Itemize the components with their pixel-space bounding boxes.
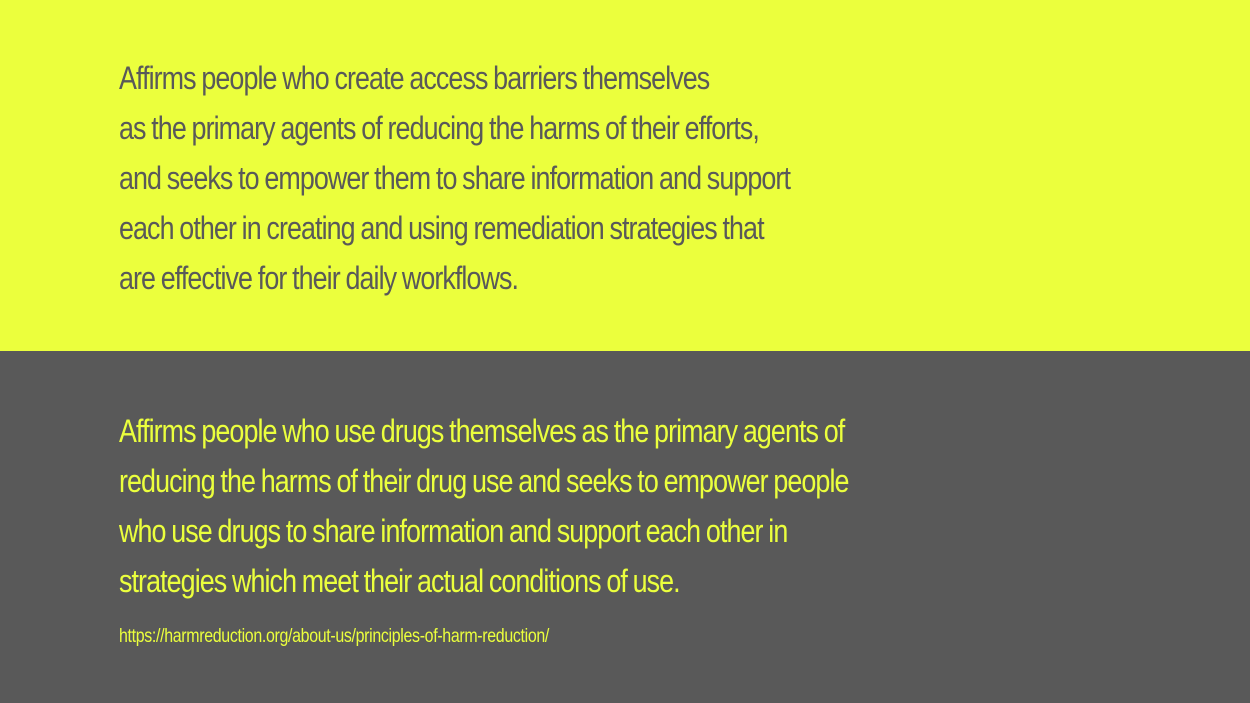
accessibility-quote-line: and seeks to empower them to share infor… [119, 160, 791, 196]
accessibility-quote: Affirms people who create access barrier… [119, 53, 791, 303]
harm-reduction-quote: Affirms people who use drugs themselves … [119, 406, 849, 606]
top-panel: Affirms people who create access barrier… [0, 0, 1250, 351]
harm-reduction-quote-line: Affirms people who use drugs themselves … [119, 413, 845, 449]
bottom-panel: Affirms people who use drugs themselves … [0, 351, 1250, 703]
harm-reduction-quote-line: reducing the harms of their drug use and… [119, 463, 849, 499]
accessibility-quote-line: are effective for their daily workflows. [119, 260, 519, 296]
source-link[interactable]: https://harmreduction.org/about-us/princ… [119, 626, 550, 647]
harm-reduction-quote-line: strategies which meet their actual condi… [119, 563, 681, 599]
accessibility-quote-line: as the primary agents of reducing the ha… [119, 110, 760, 146]
harm-reduction-quote-line: who use drugs to share information and s… [119, 513, 788, 549]
accessibility-quote-line: Affirms people who create access barrier… [119, 60, 710, 96]
accessibility-quote-line: each other in creating and using remedia… [119, 210, 765, 246]
